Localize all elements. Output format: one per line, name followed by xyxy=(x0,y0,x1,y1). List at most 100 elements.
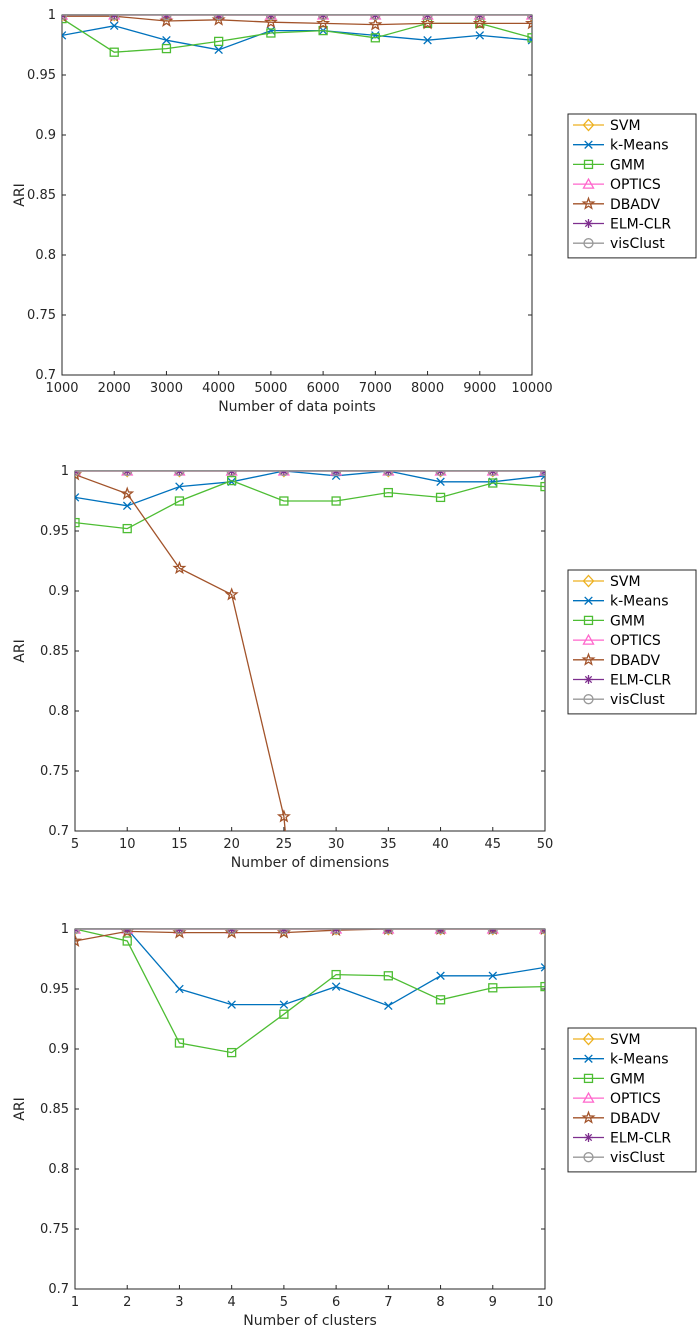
legend-marker xyxy=(582,574,595,588)
data-point xyxy=(175,482,184,491)
x-tick-label: 40 xyxy=(432,837,449,852)
legend-marker xyxy=(582,177,595,189)
data-point xyxy=(486,929,499,936)
data-point xyxy=(226,929,237,935)
x-tick-label: 20 xyxy=(223,837,240,852)
series-dbadv xyxy=(75,471,291,831)
series-line xyxy=(75,929,545,1007)
legend-entry: GMM xyxy=(573,157,645,173)
data-point xyxy=(227,1000,236,1009)
plot-data xyxy=(62,15,532,57)
data-point xyxy=(436,477,445,487)
legend-marker xyxy=(581,652,596,666)
data-point xyxy=(75,493,80,502)
y-tick-label: 0.95 xyxy=(40,982,69,997)
data-point xyxy=(434,929,447,936)
data-point xyxy=(122,936,132,946)
data-point xyxy=(435,492,446,503)
legend-entry: ELM-CLR xyxy=(573,1131,671,1147)
x-tick-label: 2000 xyxy=(98,381,131,396)
legend-label: SVM xyxy=(610,1032,641,1048)
data-point xyxy=(279,496,289,506)
data-point xyxy=(172,560,187,575)
x-tick-label: 4000 xyxy=(202,381,235,396)
legend-entry: GMM xyxy=(573,613,645,629)
x-tick-label: 5 xyxy=(71,837,79,852)
legend-label: GMM xyxy=(610,1071,645,1087)
data-point xyxy=(265,15,277,21)
data-point xyxy=(475,31,485,40)
data-point xyxy=(436,971,445,981)
data-point xyxy=(120,486,135,500)
legend-marker xyxy=(582,1091,595,1103)
legend-marker xyxy=(583,159,594,170)
y-axis-label: ARI xyxy=(12,183,28,206)
y-tick-label: 0.75 xyxy=(27,308,56,323)
legend-marker xyxy=(582,633,595,645)
legend-label: SVM xyxy=(610,574,641,590)
data-point xyxy=(524,16,532,30)
data-point xyxy=(422,15,433,21)
data-point xyxy=(331,982,341,991)
x-tick-label: 7 xyxy=(384,1295,392,1310)
legend-entry: OPTICS xyxy=(573,633,661,649)
legend-entry: k-Means xyxy=(573,594,669,610)
data-point xyxy=(330,929,342,936)
data-point xyxy=(383,929,394,935)
chart-1: 1000 2000 3000 4000 5000 6000 7000 8000 9000 1000… xyxy=(12,8,697,415)
legend-box xyxy=(567,569,697,715)
data-point xyxy=(330,471,342,477)
series-line xyxy=(75,929,545,1054)
legend: SVM k-Means GMM OPTICS DBADV ELM-CLR visClust xyxy=(567,569,697,715)
y-tick-label: 0.7 xyxy=(48,824,69,839)
data-point xyxy=(122,471,133,477)
data-point xyxy=(174,1038,185,1048)
y-tick-label: 1 xyxy=(48,8,56,23)
legend-label: k-Means xyxy=(610,1052,669,1068)
legend-label: SVM xyxy=(610,118,641,134)
series-k-means xyxy=(75,471,545,511)
data-point xyxy=(62,31,67,40)
legend-label: GMM xyxy=(610,157,645,173)
plot-area xyxy=(74,470,546,832)
y-tick-label: 0.9 xyxy=(35,128,56,143)
series-visclust xyxy=(75,929,545,935)
data-point xyxy=(421,15,434,22)
series-line xyxy=(75,471,545,507)
legend-entry: k-Means xyxy=(573,1052,669,1068)
series-gmm xyxy=(75,929,545,1058)
legend-marker xyxy=(583,615,594,626)
data-point xyxy=(226,471,237,477)
data-point xyxy=(540,481,545,492)
data-point xyxy=(331,496,341,506)
data-point xyxy=(279,1009,289,1019)
legend-box xyxy=(567,1027,697,1173)
x-tick-label: 30 xyxy=(328,837,345,852)
legend-entry: SVM xyxy=(573,118,641,134)
data-point xyxy=(318,25,328,36)
plot-area xyxy=(74,928,546,1290)
data-point xyxy=(487,471,498,477)
data-point xyxy=(383,487,393,498)
x-axis-label: Number of clusters xyxy=(243,1313,377,1329)
x-tick-label: 25 xyxy=(276,837,293,852)
chart-2: 5 10 15 20 25 30 35 40 45 50 0.7 0.75 0.8 0.85 0.9 0.95… xyxy=(12,464,697,871)
legend-entry: OPTICS xyxy=(573,177,661,193)
legend-marker xyxy=(581,196,596,210)
x-tick-label: 1 xyxy=(71,1295,79,1310)
data-point xyxy=(472,16,487,30)
legend-label: DBADV xyxy=(610,197,660,213)
data-point xyxy=(317,15,329,22)
data-point xyxy=(527,33,532,43)
plot-area xyxy=(61,14,533,376)
data-point xyxy=(316,16,331,30)
data-point xyxy=(173,471,186,478)
x-tick-label: 3000 xyxy=(150,381,183,396)
data-point xyxy=(175,984,184,994)
plot-data xyxy=(75,929,545,1058)
legend-marker xyxy=(581,1110,596,1124)
series-gmm xyxy=(75,475,545,534)
data-point xyxy=(473,15,486,22)
y-tick-label: 0.85 xyxy=(40,1102,69,1117)
y-tick-label: 0.95 xyxy=(27,68,56,83)
